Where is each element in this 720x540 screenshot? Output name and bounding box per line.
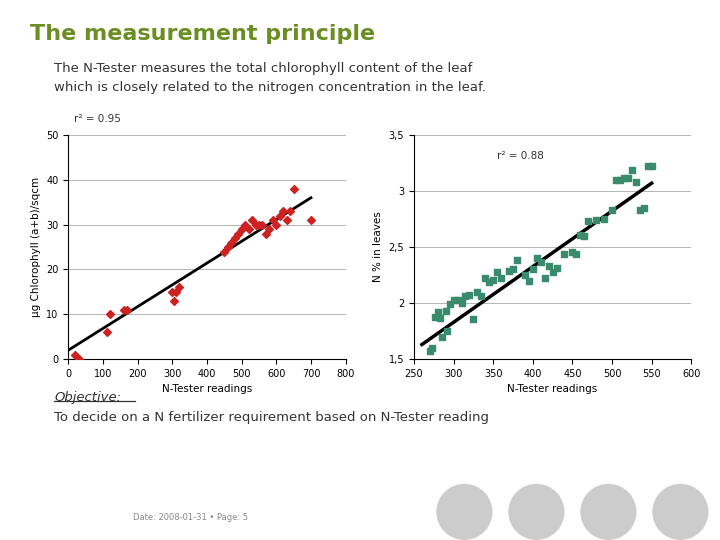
Point [464,291,475,300]
Point [598,215,610,224]
Point [426,343,438,352]
Point [264,225,275,233]
Point [507,265,518,274]
Point [452,295,464,304]
Point [277,207,289,215]
Point [606,206,618,214]
Point [274,211,286,220]
Text: r² = 0.95: r² = 0.95 [74,114,121,124]
Text: To decide on a N fertilizer requirement based on N-Tester reading: To decide on a N fertilizer requirement … [54,411,489,424]
Point [448,295,459,304]
Point [424,347,436,355]
Point [610,176,621,184]
Point [118,306,130,314]
Point [642,162,653,171]
Point [256,220,268,229]
Point [70,350,81,359]
Point [535,257,546,266]
Point [246,216,258,225]
Point [523,276,534,285]
Point [222,242,233,251]
Point [104,310,116,319]
Point [646,162,657,171]
Point [579,232,590,240]
Point [503,266,515,275]
Y-axis label: N % in leaves: N % in leaves [373,212,383,282]
Point [456,299,467,307]
Point [436,332,447,341]
Point [543,262,554,271]
Point [284,207,296,215]
Point [570,249,582,258]
Point [626,165,638,174]
Point [519,271,531,279]
Point [614,176,626,184]
Point [253,220,265,229]
Point [539,274,550,283]
Point [243,225,254,233]
Point [575,231,586,239]
Point [434,313,446,322]
Point [267,216,279,225]
Point [618,173,629,182]
Point [219,247,230,256]
Point [567,247,578,256]
Point [630,178,642,186]
Point [527,265,539,274]
Point [225,238,237,247]
Point [229,234,240,242]
Point [634,206,645,214]
Point [101,328,112,336]
Point [638,204,649,212]
X-axis label: N-Tester readings: N-Tester readings [162,384,252,394]
Text: Date: 2008-01-31 • Page: 5: Date: 2008-01-31 • Page: 5 [133,513,248,522]
Point [487,275,499,284]
Point [73,355,84,363]
Point [288,185,300,193]
Point [582,217,594,226]
Point [236,225,248,233]
Point [480,274,491,283]
Point [122,306,133,314]
Point [432,308,444,316]
Text: The N-Tester measures the total chlorophyll content of the leaf
which is closely: The N-Tester measures the total chloroph… [54,62,486,94]
Text: The measurement principle: The measurement principle [30,24,375,44]
Point [239,220,251,229]
Point [472,287,483,296]
Point [546,267,558,276]
Point [166,287,178,296]
Point [168,296,180,305]
Text: Objective:: Objective: [54,392,121,404]
Point [495,274,507,283]
Point [174,283,185,292]
Point [511,256,523,265]
Point [559,249,570,258]
Point [305,216,317,225]
Point [622,173,634,182]
Text: YARA: YARA [65,516,86,525]
Point [590,216,602,225]
Point [475,292,487,301]
Point [467,314,479,323]
Text: r² = 0.88: r² = 0.88 [497,151,544,161]
Point [260,230,271,238]
Point [491,267,503,276]
Point [271,220,282,229]
Point [430,312,441,321]
Point [459,292,471,301]
Point [551,264,562,273]
Point [281,216,292,225]
Point [440,307,451,315]
Point [441,327,453,335]
Point [233,230,244,238]
Point [483,278,495,286]
Point [170,287,181,296]
Point [250,220,261,229]
X-axis label: N-Tester readings: N-Tester readings [508,384,598,394]
Y-axis label: µg Chlorophyll (a+b)/sqcm: µg Chlorophyll (a+b)/sqcm [31,177,41,317]
Point [531,254,543,262]
Point [444,300,455,308]
